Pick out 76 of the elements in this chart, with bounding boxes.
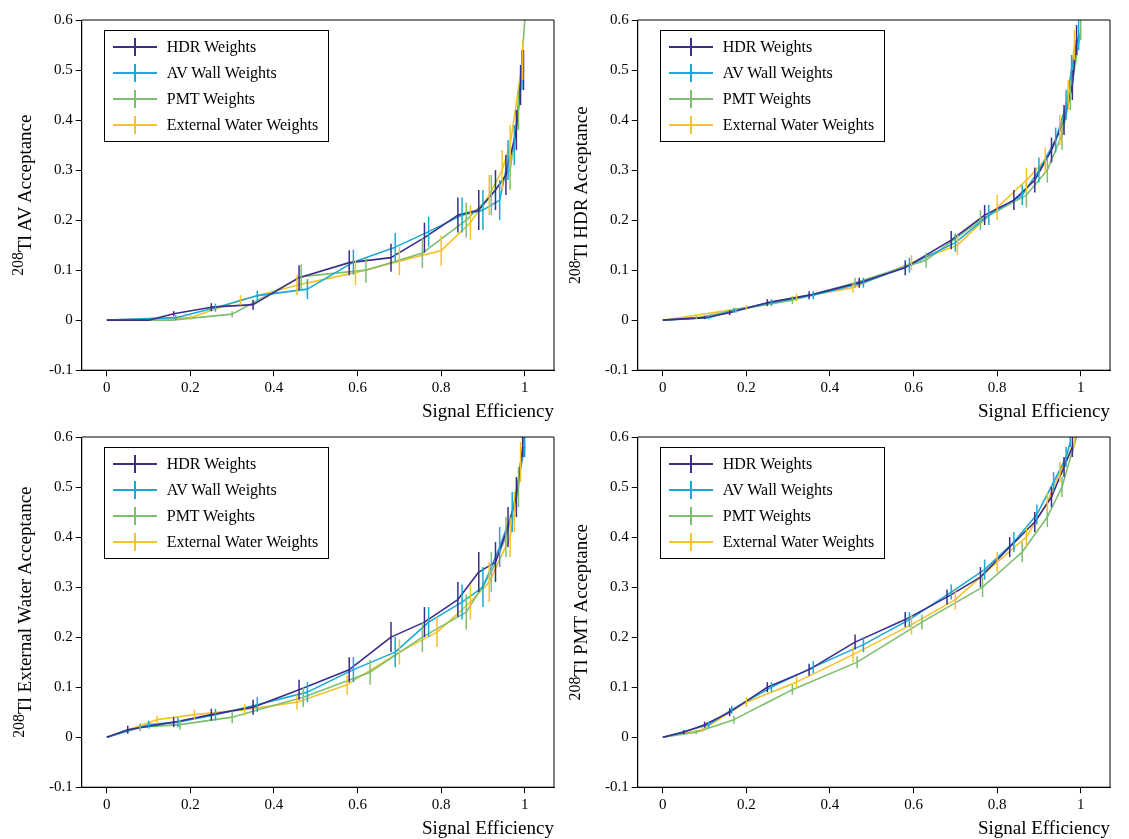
x-axis-title: Signal Efficiency bbox=[421, 399, 555, 421]
x-tick-label: 0.6 bbox=[348, 379, 368, 396]
legend-label: HDR Weights bbox=[722, 455, 813, 473]
y-tick-label: 0.5 bbox=[610, 477, 629, 494]
x-tick-label: 0.4 bbox=[820, 796, 840, 813]
x-tick-label: 1 bbox=[521, 796, 529, 813]
y-tick-label: 0.3 bbox=[54, 161, 73, 178]
x-axis-title: Signal Efficiency bbox=[977, 816, 1111, 838]
legend-label: PMT Weights bbox=[722, 90, 812, 108]
x-tick-label: 0 bbox=[659, 379, 667, 396]
x-tick-label: 0.8 bbox=[987, 379, 1007, 396]
y-tick-label: 0.3 bbox=[54, 578, 73, 595]
x-tick-label: 0.4 bbox=[820, 379, 840, 396]
x-tick-label: 0.2 bbox=[737, 796, 756, 813]
y-tick-label: -0.1 bbox=[605, 778, 629, 795]
y-tick-label: 0 bbox=[621, 311, 629, 328]
legend-label: PMT Weights bbox=[166, 507, 256, 525]
x-tick-label: 0.6 bbox=[904, 379, 924, 396]
legend-label: AV Wall Weights bbox=[722, 64, 833, 82]
x-tick-label: 0 bbox=[659, 796, 667, 813]
legend-label: AV Wall Weights bbox=[166, 64, 277, 82]
x-tick-label: 0.2 bbox=[181, 379, 200, 396]
y-tick-label: 0.2 bbox=[54, 211, 73, 228]
x-tick-label: 0 bbox=[103, 796, 111, 813]
y-tick-label: 0.4 bbox=[54, 527, 74, 544]
y-tick-label: 0.1 bbox=[610, 678, 629, 695]
y-tick-label: 0.3 bbox=[610, 161, 629, 178]
x-tick-label: 0.4 bbox=[264, 796, 284, 813]
y-tick-label: 0.3 bbox=[610, 578, 629, 595]
y-tick-label: 0.6 bbox=[610, 427, 630, 444]
y-tick-label: 0.1 bbox=[54, 261, 73, 278]
y-tick-label: 0.4 bbox=[54, 110, 74, 127]
y-tick-label: 0.5 bbox=[54, 477, 73, 494]
y-tick-label: 0.1 bbox=[54, 678, 73, 695]
legend-label: External Water Weights bbox=[722, 533, 875, 551]
x-tick-label: 0.8 bbox=[987, 796, 1007, 813]
y-tick-label: 0.6 bbox=[54, 10, 74, 27]
legend-label: HDR Weights bbox=[166, 455, 257, 473]
legend-label: External Water Weights bbox=[166, 116, 319, 134]
legend-label: HDR Weights bbox=[722, 38, 813, 56]
x-tick-label: 0.2 bbox=[737, 379, 756, 396]
y-tick-label: 0.6 bbox=[610, 10, 630, 27]
y-tick-label: 0 bbox=[621, 728, 629, 745]
y-tick-label: 0.4 bbox=[610, 110, 630, 127]
y-tick-label: 0.2 bbox=[610, 211, 629, 228]
x-tick-label: 1 bbox=[1077, 796, 1085, 813]
legend-label: PMT Weights bbox=[722, 507, 812, 525]
x-axis-title: Signal Efficiency bbox=[421, 816, 555, 838]
x-tick-label: 1 bbox=[521, 379, 529, 396]
legend-label: PMT Weights bbox=[166, 90, 256, 108]
x-tick-label: 0.6 bbox=[348, 796, 368, 813]
y-tick-label: 0 bbox=[65, 311, 73, 328]
y-tick-label: 0.5 bbox=[610, 60, 629, 77]
y-tick-label: 0.6 bbox=[54, 427, 74, 444]
y-tick-label: 0.2 bbox=[54, 628, 73, 645]
y-tick-label: -0.1 bbox=[49, 778, 73, 795]
legend-label: AV Wall Weights bbox=[722, 481, 833, 499]
x-tick-label: 0.2 bbox=[181, 796, 200, 813]
y-tick-label: 0 bbox=[65, 728, 73, 745]
y-tick-label: 0.5 bbox=[54, 60, 73, 77]
legend-label: AV Wall Weights bbox=[166, 481, 277, 499]
x-tick-label: 0.8 bbox=[431, 796, 451, 813]
y-tick-label: -0.1 bbox=[605, 361, 629, 378]
y-tick-label: 0.2 bbox=[610, 628, 629, 645]
y-tick-label: -0.1 bbox=[49, 361, 73, 378]
y-tick-label: 0.1 bbox=[610, 261, 629, 278]
x-tick-label: 1 bbox=[1077, 379, 1085, 396]
x-tick-label: 0.6 bbox=[904, 796, 924, 813]
legend-label: External Water Weights bbox=[166, 533, 319, 551]
x-tick-label: 0.4 bbox=[264, 379, 284, 396]
legend-label: HDR Weights bbox=[166, 38, 257, 56]
x-tick-label: 0 bbox=[103, 379, 111, 396]
x-axis-title: Signal Efficiency bbox=[977, 399, 1111, 421]
legend-label: External Water Weights bbox=[722, 116, 875, 134]
y-tick-label: 0.4 bbox=[610, 527, 630, 544]
x-tick-label: 0.8 bbox=[431, 379, 451, 396]
